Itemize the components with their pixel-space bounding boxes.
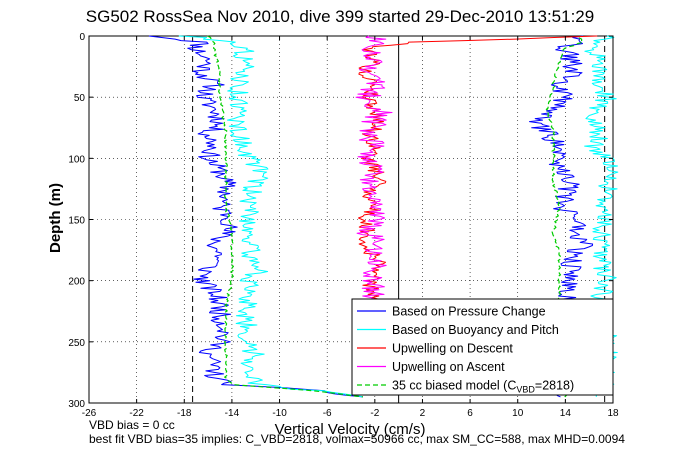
x-tick-label-5: -6 <box>323 408 332 419</box>
y-tick-label-6: 300 <box>68 399 85 410</box>
legend-label-1: Based on Buoyancy and Pitch <box>392 323 559 337</box>
legend-label-0: Based on Pressure Change <box>392 305 546 319</box>
y-tick-label-1: 50 <box>74 93 86 104</box>
x-tick-label-10: 14 <box>560 408 572 419</box>
x-tick-label-11: 18 <box>607 408 619 419</box>
series-0-descent-line <box>148 35 363 398</box>
legend: Based on Pressure Change Based on Buoyanc… <box>351 298 614 396</box>
legend-label-3: Upwelling on Ascent <box>392 360 505 374</box>
y-tick-label-0: 0 <box>79 32 85 43</box>
y-tick-label-2: 100 <box>68 154 85 165</box>
chart-title: SG502 RossSea Nov 2010, dive 399 started… <box>86 7 594 26</box>
y-axis-label: Depth (m) <box>47 183 64 253</box>
x-tick-label-4: -10 <box>272 408 287 419</box>
x-tick-label-2: -18 <box>177 408 192 419</box>
y-tick-label-4: 200 <box>68 277 85 288</box>
x-tick-label-3: -14 <box>225 408 240 419</box>
x-axis-ticks: -26 -22 -18 -14 -10 -6 -2 2 6 10 14 18 <box>82 36 619 419</box>
legend-box <box>351 298 614 396</box>
series-1-descent-line <box>178 35 363 398</box>
x-tick-label-7: 2 <box>420 408 426 419</box>
x-tick-label-0: -26 <box>82 408 97 419</box>
series-4-descent-line <box>207 35 363 398</box>
x-tick-label-1: -22 <box>129 408 144 419</box>
x-tick-label-6: -2 <box>370 408 379 419</box>
annotation-vbd-bias: VBD bias = 0 cc <box>89 418 175 432</box>
y-tick-label-3: 150 <box>68 216 85 227</box>
x-tick-label-8: 6 <box>467 408 473 419</box>
legend-label-2: Upwelling on Descent <box>392 342 513 356</box>
y-axis-ticks: 0 50 100 150 200 250 300 <box>68 32 613 410</box>
annotation-best-fit: best fit VBD bias=35 implies: C_VBD=2818… <box>89 432 625 446</box>
y-tick-label-5: 250 <box>68 338 85 349</box>
x-tick-label-9: 10 <box>512 408 524 419</box>
legend-items: Based on Pressure Change Based on Buoyanc… <box>357 305 574 395</box>
x-axis-label: Vertical Velocity (cm/s) <box>275 421 426 438</box>
legend-label-4: 35 cc biased model (CVBD=2818) <box>392 379 574 395</box>
